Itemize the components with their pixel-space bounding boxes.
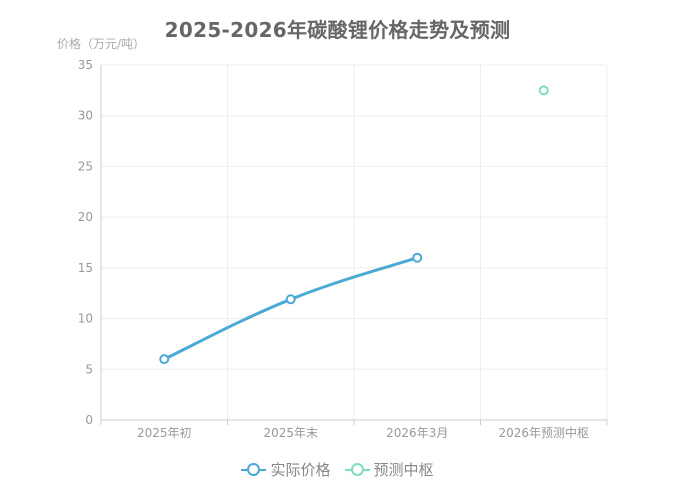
legend: 实际价格 预测中枢	[0, 459, 675, 480]
legend-swatch-actual	[241, 462, 267, 477]
axis-layer: 0 5 10 15 20 25 30 35 2025年初 2025年末 2026年3月 2026年预测…	[78, 58, 608, 440]
y-tick-label: 30	[78, 109, 93, 123]
data-point[interactable]	[412, 252, 423, 263]
legend-swatch-forecast	[344, 462, 370, 477]
x-tick-label: 2026年预测中枢	[498, 425, 589, 440]
x-tick-label: 2026年3月	[386, 426, 448, 440]
grid-layer	[101, 64, 608, 420]
y-tick-label: 25	[78, 159, 93, 173]
legend-item-forecast[interactable]: 预测中枢	[344, 459, 434, 480]
y-tick-label: 20	[78, 210, 93, 224]
y-tick-label: 5	[85, 362, 93, 376]
legend-label-actual: 实际价格	[270, 461, 331, 479]
x-tick-label: 2025年初	[137, 426, 192, 440]
x-tick-label: 2025年末	[263, 426, 318, 440]
y-tick-label: 10	[78, 312, 93, 326]
y-axis-title: 价格（万元/吨）	[57, 37, 146, 51]
legend-item-actual[interactable]: 实际价格	[241, 459, 331, 480]
y-tick-label: 35	[78, 58, 93, 72]
data-point[interactable]	[538, 85, 549, 96]
chart-title: 2025-2026年碳酸锂价格走势及预测	[164, 18, 511, 42]
data-point[interactable]	[159, 354, 170, 365]
series-line-0	[162, 256, 419, 361]
y-tick-label: 15	[78, 261, 93, 275]
y-tick-label: 0	[85, 413, 93, 427]
series-layer	[159, 85, 549, 365]
data-point[interactable]	[285, 294, 296, 305]
legend-label-forecast: 预测中枢	[373, 461, 434, 479]
